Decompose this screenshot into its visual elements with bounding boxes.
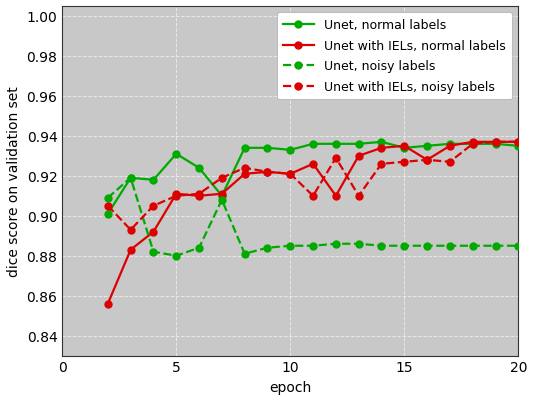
- Unet with IELs, normal labels: [492, 140, 499, 145]
- Y-axis label: dice score on validation set: dice score on validation set: [7, 86, 21, 276]
- Unet, normal labels: [173, 152, 179, 157]
- Unet with IELs, normal labels: [378, 146, 384, 151]
- Unet with IELs, normal labels: [264, 170, 271, 175]
- Unet, normal labels: [264, 146, 271, 151]
- Unet, normal labels: [196, 166, 202, 171]
- Unet, noisy labels: [218, 198, 225, 203]
- Unet, noisy labels: [492, 244, 499, 249]
- Unet, noisy labels: [241, 252, 248, 257]
- Line: Unet, noisy labels: Unet, noisy labels: [104, 175, 522, 259]
- Unet, noisy labels: [105, 196, 111, 200]
- Unet, noisy labels: [333, 242, 339, 247]
- Legend: Unet, normal labels, Unet with IELs, normal labels, Unet, noisy labels, Unet wit: Unet, normal labels, Unet with IELs, nor…: [277, 13, 512, 100]
- Unet with IELs, normal labels: [356, 154, 362, 159]
- Unet, normal labels: [333, 142, 339, 147]
- Unet with IELs, noisy labels: [515, 140, 522, 145]
- Unet with IELs, noisy labels: [447, 160, 453, 165]
- Unet, noisy labels: [447, 244, 453, 249]
- Unet, noisy labels: [287, 244, 294, 249]
- Unet with IELs, normal labels: [447, 144, 453, 149]
- Unet, noisy labels: [401, 244, 407, 249]
- Unet with IELs, noisy labels: [333, 156, 339, 161]
- Unet, normal labels: [401, 146, 407, 151]
- Unet with IELs, noisy labels: [218, 176, 225, 181]
- Line: Unet, normal labels: Unet, normal labels: [104, 139, 522, 218]
- Unet, noisy labels: [424, 244, 430, 249]
- Unet with IELs, noisy labels: [356, 194, 362, 198]
- Unet with IELs, normal labels: [310, 162, 316, 167]
- Unet with IELs, normal labels: [333, 194, 339, 198]
- Unet with IELs, normal labels: [424, 158, 430, 163]
- Unet, noisy labels: [150, 250, 156, 255]
- Line: Unet with IELs, noisy labels: Unet with IELs, noisy labels: [104, 139, 522, 234]
- Unet, noisy labels: [264, 246, 271, 251]
- Unet, normal labels: [515, 144, 522, 149]
- Line: Unet with IELs, normal labels: Unet with IELs, normal labels: [104, 139, 522, 308]
- Unet with IELs, noisy labels: [105, 204, 111, 209]
- Unet with IELs, noisy labels: [492, 140, 499, 145]
- Unet, normal labels: [469, 142, 476, 147]
- Unet with IELs, normal labels: [150, 230, 156, 235]
- Unet, normal labels: [105, 212, 111, 217]
- Unet with IELs, normal labels: [173, 192, 179, 197]
- Unet with IELs, normal labels: [241, 172, 248, 177]
- Unet with IELs, normal labels: [469, 140, 476, 145]
- Unet with IELs, noisy labels: [196, 192, 202, 197]
- Unet, normal labels: [310, 142, 316, 147]
- Unet with IELs, normal labels: [287, 172, 294, 177]
- Unet, normal labels: [150, 178, 156, 183]
- Unet with IELs, normal labels: [196, 194, 202, 198]
- Unet with IELs, normal labels: [105, 302, 111, 306]
- Unet, noisy labels: [469, 244, 476, 249]
- Unet with IELs, noisy labels: [310, 194, 316, 198]
- Unet, noisy labels: [378, 244, 384, 249]
- X-axis label: epoch: epoch: [269, 380, 311, 394]
- Unet with IELs, normal labels: [218, 192, 225, 197]
- Unet, normal labels: [356, 142, 362, 147]
- Unet, noisy labels: [515, 244, 522, 249]
- Unet with IELs, noisy labels: [241, 166, 248, 171]
- Unet with IELs, noisy labels: [128, 228, 134, 233]
- Unet with IELs, noisy labels: [150, 204, 156, 209]
- Unet with IELs, noisy labels: [173, 194, 179, 198]
- Unet, noisy labels: [128, 176, 134, 181]
- Unet, noisy labels: [173, 254, 179, 259]
- Unet, normal labels: [241, 146, 248, 151]
- Unet, noisy labels: [310, 244, 316, 249]
- Unet with IELs, noisy labels: [424, 158, 430, 163]
- Unet, normal labels: [492, 142, 499, 147]
- Unet with IELs, noisy labels: [378, 162, 384, 167]
- Unet, normal labels: [128, 176, 134, 181]
- Unet with IELs, normal labels: [515, 140, 522, 145]
- Unet with IELs, noisy labels: [469, 142, 476, 147]
- Unet with IELs, noisy labels: [401, 160, 407, 165]
- Unet, normal labels: [218, 194, 225, 198]
- Unet, normal labels: [424, 144, 430, 149]
- Unet, normal labels: [378, 140, 384, 145]
- Unet with IELs, noisy labels: [264, 170, 271, 175]
- Unet, noisy labels: [196, 246, 202, 251]
- Unet with IELs, normal labels: [401, 144, 407, 149]
- Unet with IELs, noisy labels: [287, 172, 294, 177]
- Unet, normal labels: [447, 142, 453, 147]
- Unet with IELs, normal labels: [128, 248, 134, 253]
- Unet, normal labels: [287, 148, 294, 153]
- Unet, noisy labels: [356, 242, 362, 247]
